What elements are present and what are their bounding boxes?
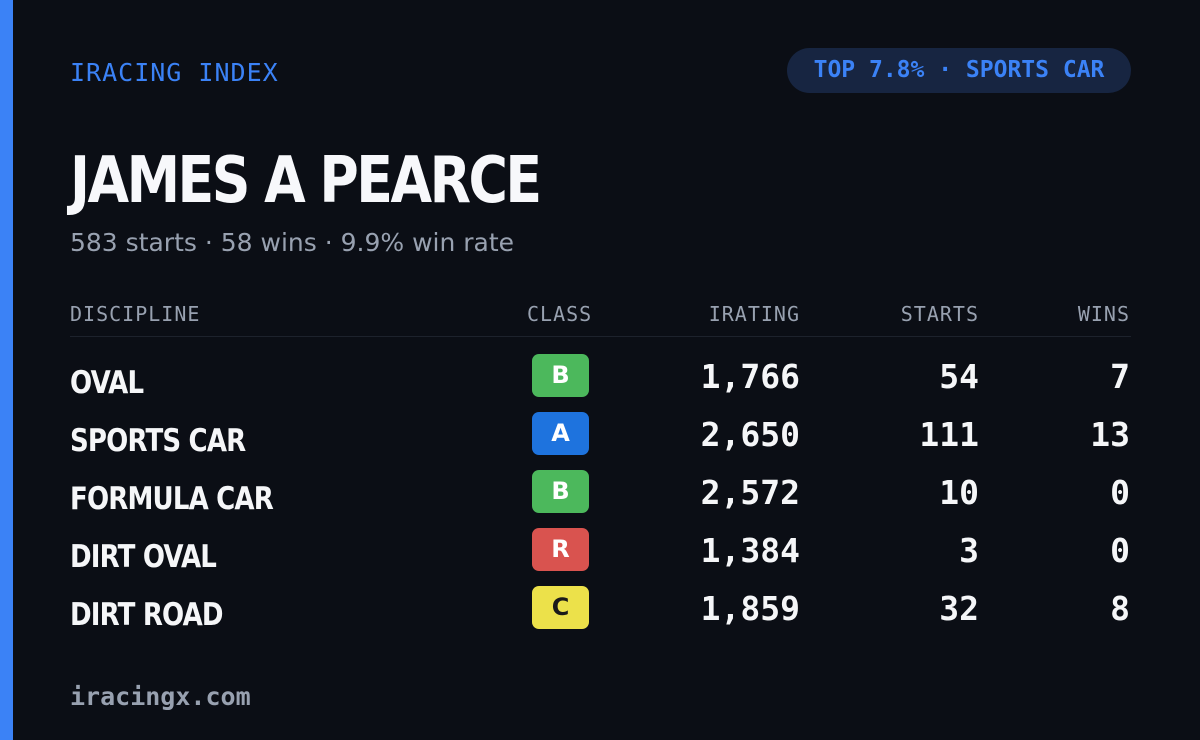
- table-row: SPORTS CAR A 2,650 111 13: [0, 412, 1200, 470]
- header-irating: IRATING: [708, 302, 800, 326]
- class-badge: C: [532, 586, 589, 629]
- discipline-name: FORMULA CAR: [70, 481, 274, 517]
- irating-value: 2,572: [700, 473, 800, 512]
- starts-value: 3: [959, 531, 979, 570]
- irating-value: 1,766: [700, 357, 800, 396]
- brand-label: IRACING INDEX: [70, 58, 279, 87]
- wins-value: 8: [1110, 589, 1130, 628]
- wins-value: 7: [1110, 357, 1130, 396]
- accent-bar: [0, 0, 13, 740]
- class-badge: B: [532, 470, 589, 513]
- table-row: FORMULA CAR B 2,572 10 0: [0, 470, 1200, 528]
- header-discipline: DISCIPLINE: [70, 302, 201, 326]
- irating-value: 1,859: [700, 589, 800, 628]
- header-class: CLASS: [527, 302, 593, 326]
- irating-value: 1,384: [700, 531, 800, 570]
- discipline-name: OVAL: [70, 365, 144, 401]
- table-row: OVAL B 1,766 54 7: [0, 354, 1200, 412]
- driver-name: JAMES A PEARCE: [70, 144, 542, 218]
- irating-value: 2,650: [700, 415, 800, 454]
- header-wins: WINS: [1077, 302, 1130, 326]
- discipline-name: DIRT ROAD: [70, 597, 224, 633]
- wins-value: 13: [1090, 415, 1130, 454]
- starts-value: 32: [939, 589, 979, 628]
- starts-value: 10: [939, 473, 979, 512]
- discipline-name: SPORTS CAR: [70, 423, 246, 459]
- discipline-name: DIRT OVAL: [70, 539, 217, 575]
- table-row: DIRT ROAD C 1,859 32 8: [0, 586, 1200, 644]
- class-badge: B: [532, 354, 589, 397]
- class-badge: A: [532, 412, 589, 455]
- rank-badge: TOP 7.8% · SPORTS CAR: [787, 48, 1131, 93]
- starts-value: 54: [939, 357, 979, 396]
- starts-value: 111: [919, 415, 979, 454]
- table-row: DIRT OVAL R 1,384 3 0: [0, 528, 1200, 586]
- header-starts: STARTS: [900, 302, 979, 326]
- header-divider: [70, 336, 1131, 337]
- wins-value: 0: [1110, 473, 1130, 512]
- driver-summary: 583 starts · 58 wins · 9.9% win rate: [70, 228, 515, 257]
- class-badge: R: [532, 528, 589, 571]
- footer-site-link[interactable]: iracingx.com: [70, 682, 251, 711]
- wins-value: 0: [1110, 531, 1130, 570]
